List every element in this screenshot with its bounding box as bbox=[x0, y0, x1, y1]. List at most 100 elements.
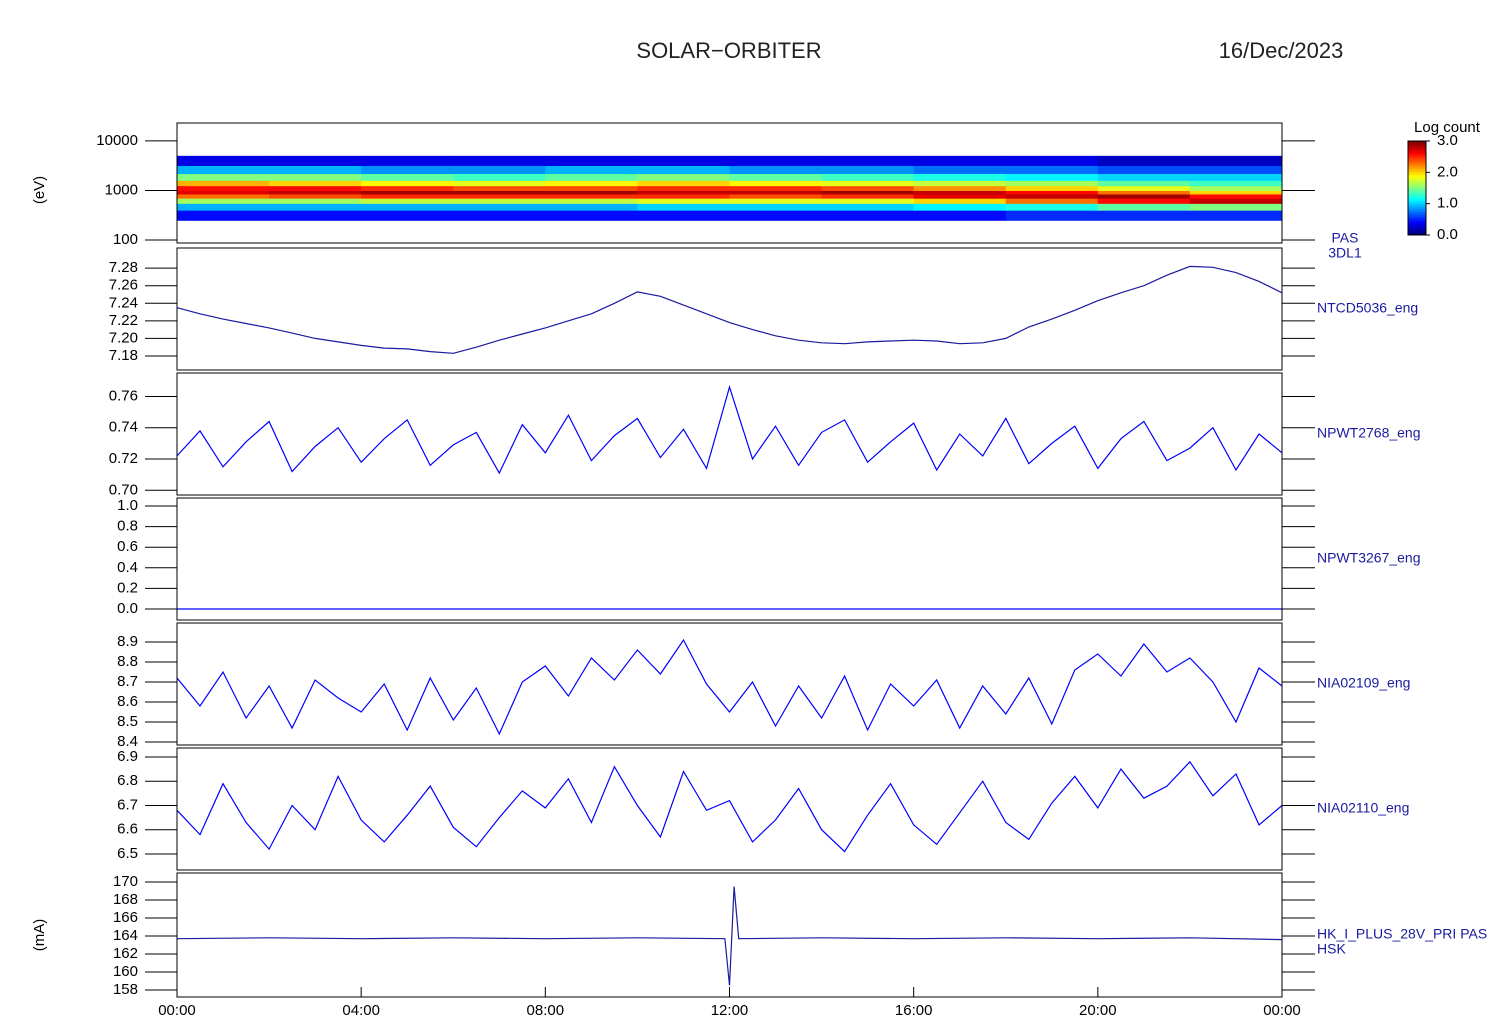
colorbar-strip bbox=[1408, 183, 1426, 186]
y-tick-label: 8.4 bbox=[117, 733, 138, 750]
colorbar-strip bbox=[1408, 173, 1426, 176]
heatmap-cell bbox=[1097, 198, 1191, 204]
heatmap-cell bbox=[453, 155, 546, 166]
heatmap-cell bbox=[545, 173, 638, 181]
colorbar-strip bbox=[1408, 171, 1426, 174]
panel-frame bbox=[176, 372, 1283, 496]
colorbar-strip bbox=[1408, 205, 1426, 208]
heatmap-cell bbox=[453, 210, 546, 221]
heatmap-cell bbox=[1005, 165, 1099, 174]
heatmap-cell bbox=[269, 155, 362, 166]
heatmap-cell bbox=[361, 193, 454, 199]
heatmap-cell bbox=[1189, 210, 1283, 221]
y-tick-label: 7.20 bbox=[109, 329, 138, 346]
heatmap-cell bbox=[361, 173, 454, 181]
heatmap-cell bbox=[453, 173, 546, 181]
heatmap-cell bbox=[269, 180, 362, 187]
colorbar-strip bbox=[1408, 181, 1426, 184]
heatmap-cell bbox=[1189, 173, 1283, 181]
colorbar-strip bbox=[1408, 207, 1426, 210]
heatmap-cell bbox=[821, 198, 915, 204]
heatmap-cell bbox=[545, 210, 638, 221]
heatmap-cell bbox=[637, 165, 730, 174]
heatmap-cell bbox=[729, 180, 823, 187]
series-line bbox=[176, 760, 1283, 853]
heatmap-cell bbox=[913, 198, 1007, 204]
x-tick-label: 16:00 bbox=[895, 1002, 933, 1019]
heatmap-cell bbox=[269, 210, 362, 221]
heatmap-cell bbox=[821, 193, 915, 199]
panel-label: NPWT3267_eng bbox=[1317, 550, 1421, 566]
colorbar-strip bbox=[1408, 193, 1426, 196]
heatmap-cell bbox=[1189, 165, 1283, 174]
heatmap-cell bbox=[821, 173, 915, 181]
colorbar-strip bbox=[1408, 213, 1426, 216]
date: 16/Dec/2023 bbox=[1219, 38, 1344, 63]
heatmap-cell bbox=[177, 165, 270, 174]
heatmap-cell bbox=[269, 173, 362, 181]
heatmap-cell bbox=[361, 203, 454, 211]
y-tick-label: 8.8 bbox=[117, 653, 138, 670]
y-tick-label: 6.6 bbox=[117, 821, 138, 838]
heatmap-cell bbox=[729, 203, 823, 211]
heatmap-cell bbox=[729, 198, 823, 204]
heatmap-cell bbox=[453, 198, 546, 204]
heatmap-cell bbox=[545, 193, 638, 199]
heatmap-cell bbox=[821, 185, 915, 191]
heatmap-cell bbox=[1097, 165, 1191, 174]
panel-label: HK_I_PLUS_28V_PRI PAS bbox=[1317, 926, 1487, 942]
y-tick-label: 6.7 bbox=[117, 796, 138, 813]
colorbar-strip bbox=[1408, 209, 1426, 212]
x-tick-label: 04:00 bbox=[342, 1002, 380, 1019]
y-tick-label: 170 bbox=[113, 873, 138, 890]
y-tick-label: 10000 bbox=[96, 132, 138, 149]
heatmap-cell bbox=[729, 210, 823, 221]
heatmap-cell bbox=[269, 185, 362, 191]
colorbar-strip bbox=[1408, 179, 1426, 182]
colorbar-strip bbox=[1408, 149, 1426, 152]
heatmap-cell bbox=[545, 185, 638, 191]
y-tick-label: 0.8 bbox=[117, 518, 138, 535]
heatmap-cell bbox=[1189, 203, 1283, 211]
heatmap-cell bbox=[913, 180, 1007, 187]
heatmap-cell bbox=[545, 190, 638, 195]
y-tick-label: 0.72 bbox=[109, 450, 138, 467]
heatmap-cell bbox=[1189, 198, 1283, 204]
y-tick-label: 100 bbox=[113, 231, 138, 248]
heatmap-cell bbox=[361, 180, 454, 187]
heatmap-cell bbox=[1005, 180, 1099, 187]
x-tick-label: 20:00 bbox=[1079, 1002, 1117, 1019]
y-tick-label: 160 bbox=[113, 963, 138, 980]
colorbar-strip bbox=[1408, 187, 1426, 190]
heatmap-cell bbox=[637, 190, 730, 195]
heatmap-cell bbox=[545, 198, 638, 204]
heatmap-cell bbox=[177, 180, 270, 187]
colorbar-strip bbox=[1408, 169, 1426, 172]
heatmap-cell bbox=[1005, 198, 1099, 204]
heatmap-cell bbox=[453, 180, 546, 187]
colorbar-strip bbox=[1408, 211, 1426, 214]
colorbar-strip bbox=[1408, 145, 1426, 148]
colorbar-strip bbox=[1408, 195, 1426, 198]
y-tick-label: 8.5 bbox=[117, 713, 138, 730]
heatmap-cell bbox=[453, 185, 546, 191]
heatmap-cell bbox=[1097, 210, 1191, 221]
y-tick-label: 8.6 bbox=[117, 693, 138, 710]
heatmap-cell bbox=[1189, 155, 1283, 166]
heatmap-cell bbox=[1005, 190, 1099, 195]
series-line bbox=[176, 385, 1283, 475]
panel-label: 3DL1 bbox=[1328, 245, 1362, 261]
colorbar-tick-label: 3.0 bbox=[1437, 132, 1458, 149]
heatmap-cell bbox=[269, 198, 362, 204]
heatmap-cell bbox=[453, 190, 546, 195]
heatmap-cell bbox=[729, 193, 823, 199]
x-tick-label: 12:00 bbox=[711, 1002, 749, 1019]
colorbar-strip bbox=[1408, 231, 1426, 234]
heatmap-cell bbox=[177, 210, 270, 221]
y-tick-label: 7.22 bbox=[109, 312, 138, 329]
colorbar-strip bbox=[1408, 199, 1426, 202]
heatmap-cell bbox=[545, 165, 638, 174]
colorbar-strip bbox=[1408, 221, 1426, 224]
x-tick-label: 00:00 bbox=[1263, 1002, 1301, 1019]
